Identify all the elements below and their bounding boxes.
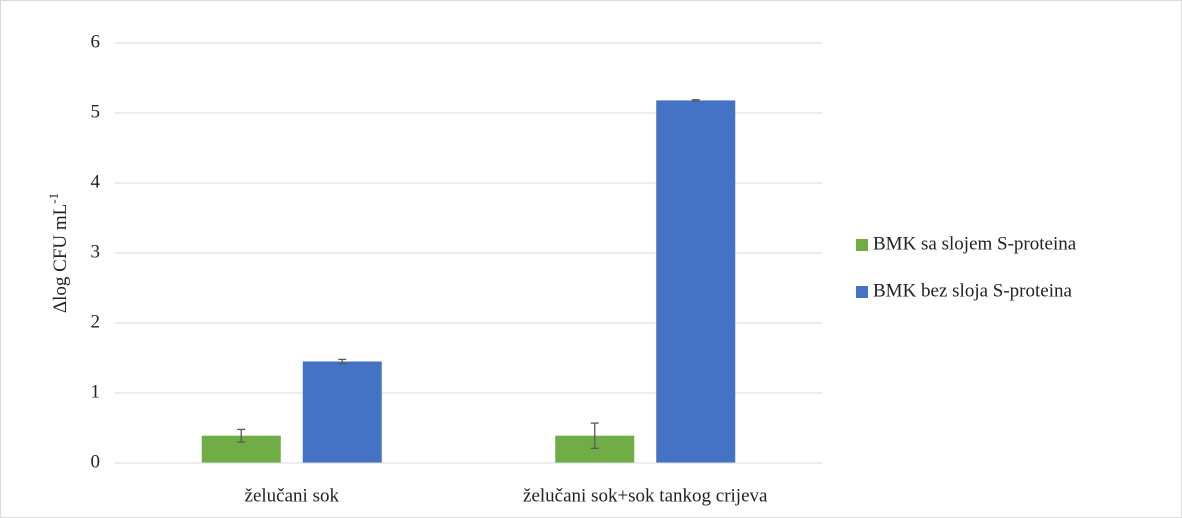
- error-bar: [691, 99, 700, 102]
- y-tick-label: 0: [91, 451, 101, 472]
- legend-label: BMK sa slojem S-proteina: [873, 233, 1077, 254]
- legend-label: BMK bez sloja S-proteina: [873, 280, 1073, 301]
- bar: [302, 361, 382, 463]
- y-tick-label: 2: [91, 311, 101, 332]
- y-tick-label: 3: [91, 241, 101, 262]
- bar: [656, 100, 736, 464]
- legend-swatch: [856, 286, 868, 298]
- y-tick-label: 6: [91, 31, 101, 52]
- error-bar: [237, 428, 246, 443]
- error-bar: [590, 422, 599, 449]
- y-axis-label-text: Δlog CFU mL: [50, 204, 71, 313]
- y-tick-label: 4: [91, 171, 101, 192]
- y-tick-label: 1: [91, 381, 101, 402]
- error-bar: [338, 358, 347, 365]
- y-axis-label-sup: -1: [46, 193, 61, 204]
- legend-swatch: [856, 239, 868, 251]
- x-tick-label: želučani sok+sok tankog crijeva: [523, 485, 768, 506]
- x-tick-label: želučani sok: [245, 485, 340, 506]
- y-axis-label: Δlog CFU mL-1: [46, 193, 71, 313]
- y-tick-label: 5: [91, 101, 101, 122]
